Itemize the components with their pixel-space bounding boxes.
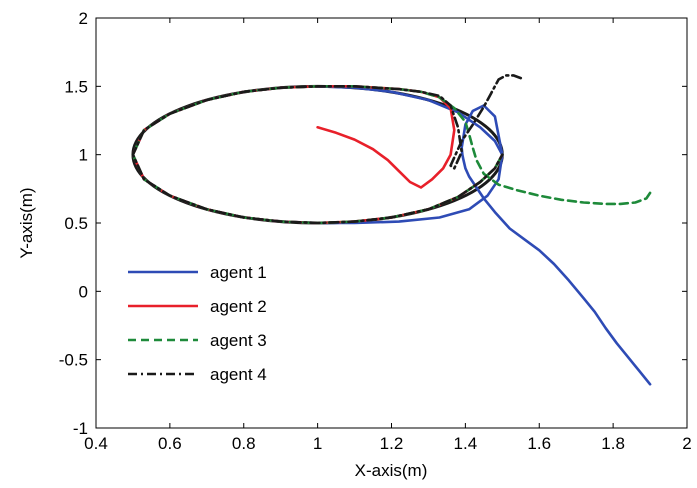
y-axis-label: Y-axis(m) [17,187,36,258]
series-layer [131,74,652,386]
y-tick-label: -0.5 [59,351,88,370]
legend-entries: agent 1 agent 2 agent 3 agent 4 [128,263,267,384]
x-tick-label: 0.4 [84,434,108,453]
y-tick-label: 2 [79,9,88,28]
x-axis-label: X-axis(m) [355,461,428,480]
legend-label-3: agent 3 [210,331,267,350]
legend-label-1: agent 1 [210,263,267,282]
legend-label-4: agent 4 [210,365,267,384]
x-tick-label: 0.6 [158,434,182,453]
x-tick-label: 1.8 [601,434,625,453]
x-tick-label: 0.8 [232,434,256,453]
legend-box [120,252,292,392]
x-tick-label: 1 [313,434,322,453]
y-axis-ticks: -1 -0.5 0 0.5 1 1.5 2 [59,9,687,438]
legend-label-2: agent 2 [210,297,267,316]
x-axis-ticks: 0.4 0.6 0.8 1 1.2 1.4 1.6 1.8 2 [84,18,692,453]
x-tick-label: 1.6 [527,434,551,453]
x-tick-label: 1.2 [380,434,404,453]
y-tick-label: -1 [73,419,88,438]
legend: agent 1 agent 2 agent 3 agent 4 [120,252,292,392]
x-tick-label: 2 [682,434,691,453]
x-tick-label: 1.4 [454,434,478,453]
series-line-4 [131,74,523,225]
y-tick-label: 1.5 [64,77,88,96]
y-tick-label: 0 [79,282,88,301]
y-tick-label: 1 [79,146,88,165]
y-tick-label: 0.5 [64,214,88,233]
